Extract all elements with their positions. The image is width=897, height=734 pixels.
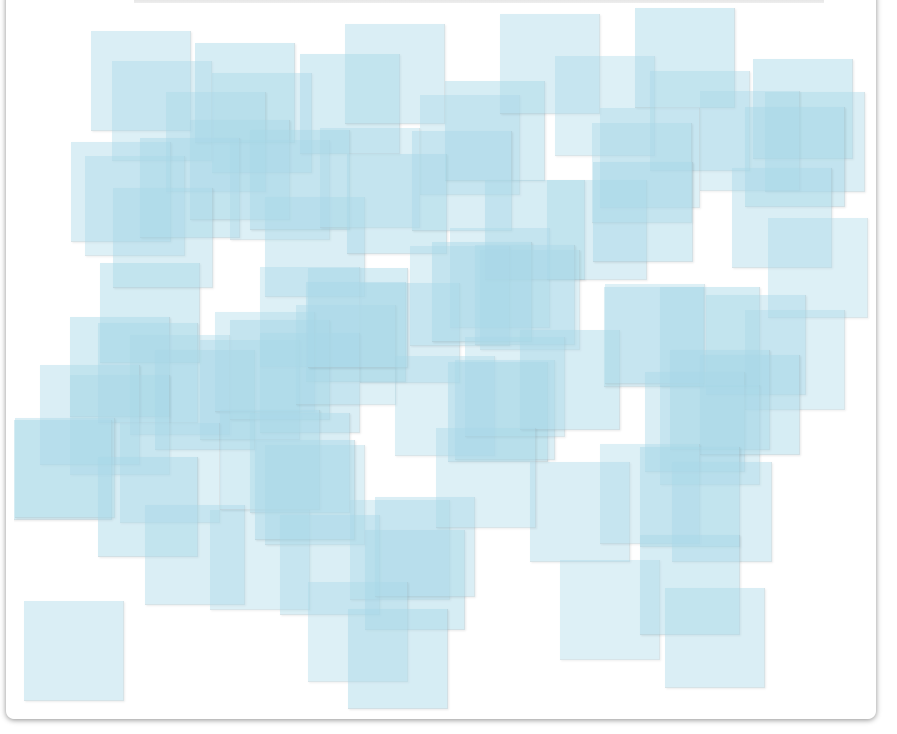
translucent-square bbox=[300, 54, 400, 154]
translucent-square bbox=[520, 330, 620, 430]
translucent-square bbox=[547, 180, 647, 280]
translucent-square bbox=[640, 447, 740, 547]
translucent-square bbox=[768, 218, 868, 318]
translucent-square bbox=[320, 128, 420, 228]
translucent-square bbox=[91, 31, 191, 131]
translucent-square bbox=[555, 56, 655, 156]
translucent-square bbox=[166, 92, 266, 192]
translucent-square bbox=[445, 81, 545, 181]
translucent-square bbox=[15, 418, 115, 518]
translucent-square bbox=[308, 268, 408, 368]
translucent-square bbox=[635, 8, 735, 108]
translucent-square bbox=[365, 530, 465, 630]
translucent-square bbox=[745, 107, 845, 207]
translucent-square bbox=[70, 317, 170, 417]
translucent-square bbox=[485, 180, 585, 280]
translucent-square bbox=[145, 505, 245, 605]
translucent-square bbox=[348, 609, 448, 709]
translucent-square bbox=[360, 283, 460, 383]
translucent-square bbox=[255, 440, 355, 540]
translucent-square bbox=[190, 120, 290, 220]
translucent-square bbox=[448, 362, 548, 462]
translucent-square bbox=[645, 372, 745, 472]
translucent-square bbox=[465, 337, 565, 437]
translucent-square bbox=[230, 320, 330, 420]
translucent-square bbox=[672, 462, 772, 562]
translucent-square bbox=[605, 284, 705, 384]
translucent-square bbox=[455, 360, 555, 460]
translucent-square bbox=[592, 123, 692, 223]
app-window bbox=[6, 0, 876, 719]
translucent-square bbox=[280, 515, 380, 615]
translucent-square bbox=[600, 108, 700, 208]
translucent-square bbox=[375, 497, 475, 597]
translucent-square bbox=[260, 333, 360, 433]
translucent-square bbox=[210, 510, 310, 610]
translucent-square bbox=[660, 385, 760, 485]
translucent-square bbox=[436, 428, 536, 528]
translucent-square bbox=[395, 356, 495, 456]
translucent-square bbox=[120, 423, 220, 523]
translucent-square bbox=[200, 340, 300, 440]
translucent-square bbox=[753, 59, 853, 159]
translucent-square bbox=[345, 24, 445, 124]
translucent-square bbox=[112, 61, 212, 161]
translucent-square bbox=[660, 287, 760, 387]
translucent-square bbox=[732, 168, 832, 268]
translucent-square bbox=[410, 246, 510, 346]
translucent-square bbox=[480, 250, 580, 350]
translucent-square bbox=[706, 295, 806, 395]
translucent-square bbox=[604, 287, 704, 387]
translucent-square bbox=[650, 71, 750, 171]
translucent-square bbox=[420, 95, 520, 195]
translucent-square bbox=[230, 140, 330, 240]
translucent-square bbox=[670, 350, 770, 450]
translucent-square bbox=[745, 310, 845, 410]
translucent-square bbox=[296, 305, 396, 405]
translucent-square bbox=[765, 92, 865, 192]
translucent-square bbox=[195, 43, 295, 143]
squares-canvas bbox=[14, 3, 870, 713]
translucent-square bbox=[600, 444, 700, 544]
translucent-square bbox=[85, 156, 185, 256]
translucent-square bbox=[265, 197, 365, 297]
translucent-square bbox=[640, 535, 740, 635]
translucent-square bbox=[432, 242, 532, 342]
translucent-square bbox=[215, 312, 315, 412]
translucent-square bbox=[265, 445, 365, 545]
translucent-square bbox=[140, 138, 240, 238]
translucent-square bbox=[113, 188, 213, 288]
translucent-square bbox=[70, 375, 170, 475]
translucent-square bbox=[306, 282, 406, 382]
translucent-square bbox=[40, 365, 140, 465]
translucent-square bbox=[450, 228, 550, 328]
translucent-square bbox=[350, 500, 450, 600]
translucent-square bbox=[24, 601, 124, 701]
translucent-square bbox=[560, 560, 660, 660]
translucent-square bbox=[700, 355, 800, 455]
translucent-square bbox=[665, 588, 765, 688]
translucent-square bbox=[500, 14, 600, 114]
translucent-square bbox=[212, 73, 312, 173]
translucent-square bbox=[593, 162, 693, 262]
translucent-square bbox=[250, 413, 350, 513]
translucent-square bbox=[530, 462, 630, 562]
translucent-square bbox=[260, 267, 360, 367]
translucent-square bbox=[250, 130, 350, 230]
translucent-square bbox=[71, 142, 171, 242]
translucent-square bbox=[700, 91, 800, 191]
translucent-square bbox=[130, 335, 230, 435]
translucent-square bbox=[308, 582, 408, 682]
translucent-square bbox=[98, 457, 198, 557]
translucent-square bbox=[100, 263, 200, 363]
translucent-square bbox=[475, 245, 575, 345]
translucent-square bbox=[220, 410, 320, 510]
translucent-square bbox=[14, 420, 112, 520]
translucent-square bbox=[98, 323, 198, 423]
translucent-square bbox=[347, 154, 447, 254]
translucent-square bbox=[412, 131, 512, 231]
translucent-square bbox=[155, 350, 255, 450]
